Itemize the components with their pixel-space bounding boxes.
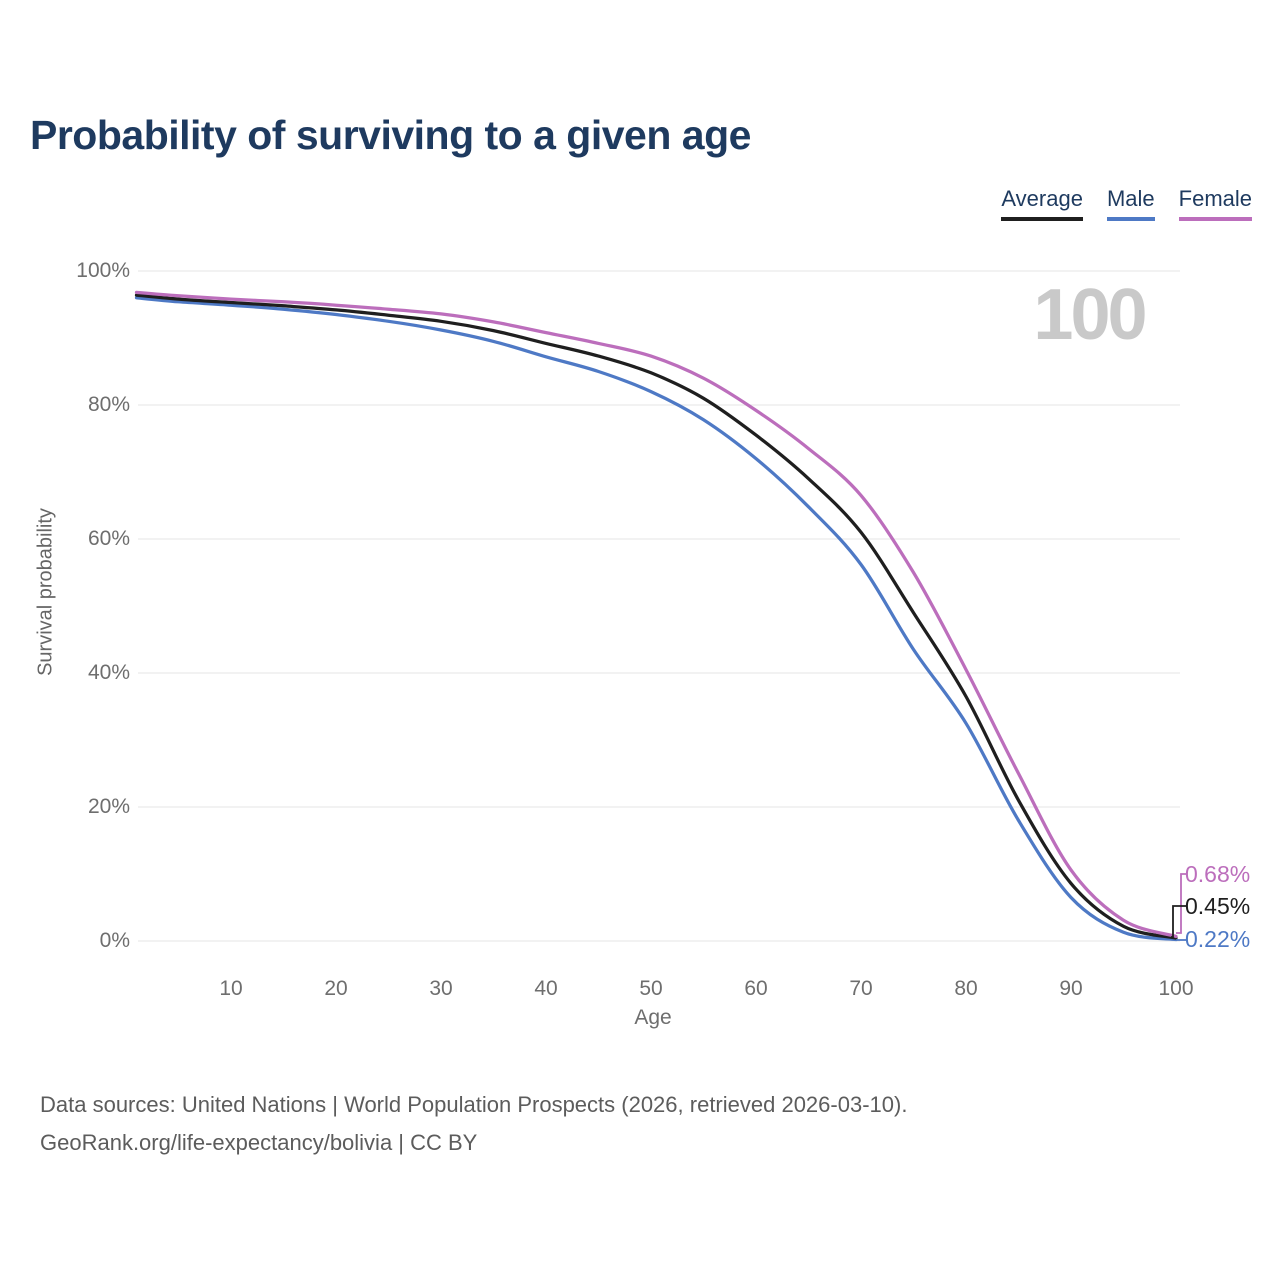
age-watermark: 100 [1033, 275, 1147, 355]
attribution-line: GeoRank.org/life-expectancy/bolivia | CC… [40, 1130, 478, 1155]
legend-item-average[interactable]: Average [1001, 186, 1083, 221]
x-axis-title: Age [634, 1006, 672, 1029]
series-line-average [134, 293, 1178, 940]
y-tick-100: 100% [76, 259, 130, 282]
x-tick-20: 20 [324, 977, 348, 1000]
data-source-line: Data sources: United Nations | World Pop… [40, 1092, 908, 1117]
y-tick-40: 40% [87, 661, 130, 684]
legend-item-male[interactable]: Male [1106, 186, 1155, 221]
end-label-male: 0.22% [1185, 926, 1251, 952]
legend: Average Male Female [1001, 186, 1252, 221]
series-lines [134, 290, 1178, 942]
y-tick-20: 20% [87, 795, 130, 818]
end-label-average: 0.45% [1185, 893, 1251, 919]
connector-female [1176, 873, 1186, 934]
connector-average [1171, 905, 1186, 938]
x-tick-90: 90 [1059, 977, 1083, 1000]
page-title: Probability of surviving to a given age [30, 112, 751, 158]
footer: Data sources: United Nations | World Pop… [40, 1086, 907, 1162]
gridlines [138, 270, 1180, 942]
x-tick-40: 40 [534, 977, 558, 1000]
x-tick-60: 60 [744, 977, 768, 1000]
y-tick-80: 80% [87, 393, 130, 416]
x-tick-100: 100 [1158, 977, 1194, 1000]
end-label-connectors [1171, 873, 1186, 941]
x-tick-30: 30 [429, 977, 453, 1000]
y-tick-60: 60% [87, 527, 130, 550]
x-tick-80: 80 [954, 977, 978, 1000]
y-axis-title: Survival probability [34, 508, 57, 676]
y-tick-0: 0% [99, 929, 130, 952]
end-label-female: 0.68% [1185, 861, 1251, 887]
x-tick-50: 50 [639, 977, 663, 1000]
series-line-male [134, 296, 1178, 942]
legend-item-female[interactable]: Female [1178, 186, 1252, 221]
series-line-female [134, 290, 1178, 939]
x-tick-10: 10 [219, 977, 243, 1000]
x-tick-70: 70 [849, 977, 873, 1000]
